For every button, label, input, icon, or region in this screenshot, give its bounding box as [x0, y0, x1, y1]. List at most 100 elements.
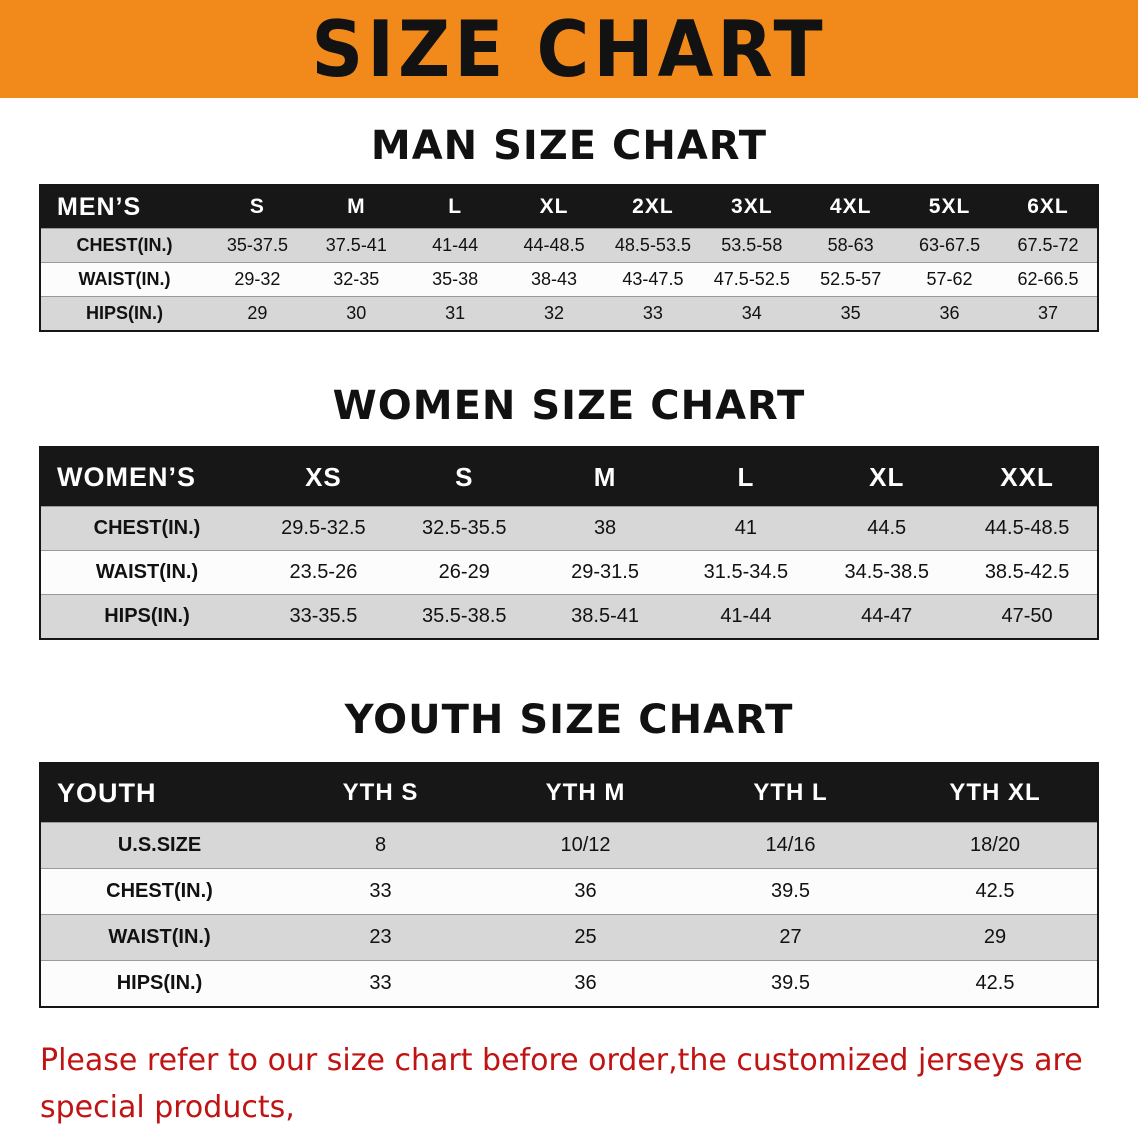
table-row: U.S.SIZE 8 10/12 14/16 18/20: [40, 822, 1098, 869]
size-cell: 47-50: [957, 594, 1098, 639]
column-header: 5XL: [900, 185, 999, 229]
size-cell: 44-47: [816, 594, 958, 639]
size-cell: 29.5-32.5: [253, 506, 394, 551]
column-header: YTH XL: [893, 763, 1098, 823]
column-header: L: [405, 185, 505, 229]
size-cell: 23.5-26: [253, 550, 394, 595]
header-row: YOUTH YTH S YTH M YTH L YTH XL: [40, 763, 1098, 823]
table-row: HIPS(IN.) 33-35.5 35.5-38.5 38.5-41 41-44 44-…: [40, 594, 1098, 639]
table-row: WAIST(IN.) 29-32 32-35 35-38 38-43 43-47.5 47.…: [40, 262, 1098, 297]
size-cell: 32: [504, 296, 604, 331]
footer-disclaimer-line1: Please refer to our size chart before or…: [40, 1043, 1083, 1125]
size-cell: 18/20: [893, 822, 1098, 869]
size-cell: 67.5-72: [999, 228, 1098, 263]
size-cell: 25: [483, 914, 688, 961]
size-cell: 47.5-52.5: [702, 262, 802, 297]
table-row: CHEST(IN.) 35-37.5 37.5-41 41-44 44-48.5 48.5…: [40, 228, 1098, 263]
size-cell: 53.5-58: [702, 228, 802, 263]
size-cell: 38: [534, 506, 676, 551]
size-cell: 36: [483, 868, 688, 915]
table-row: WAIST(IN.) 23.5-26 26-29 29-31.5 31.5-34.5 34…: [40, 550, 1098, 595]
table-row: WAIST(IN.) 23 25 27 29: [40, 914, 1098, 961]
size-cell: 31: [405, 296, 505, 331]
size-cell: 62-66.5: [999, 262, 1098, 297]
column-header: L: [675, 447, 817, 507]
column-header: M: [306, 185, 406, 229]
table-corner-label: WOMEN’S: [40, 447, 253, 507]
table-row: CHEST(IN.) 29.5-32.5 32.5-35.5 38 41 44.5 44.5…: [40, 506, 1098, 551]
row-label: HIPS(IN.): [40, 960, 278, 1007]
row-label: HIPS(IN.): [40, 594, 253, 639]
size-cell: 44.5-48.5: [957, 506, 1098, 551]
size-cell: 39.5: [688, 868, 893, 915]
size-cell: 29: [208, 296, 307, 331]
column-header: YTH S: [278, 763, 483, 823]
man-size-chart-heading: MAN SIZE CHART: [370, 123, 768, 169]
size-cell: 34: [702, 296, 802, 331]
footer-disclaimer: Please refer to our size chart before or…: [40, 1038, 1110, 1132]
size-cell: 63-67.5: [900, 228, 999, 263]
size-cell: 38.5-42.5: [957, 550, 1098, 595]
banner-title: SIZE CHART: [311, 3, 827, 95]
size-cell: 41-44: [405, 228, 505, 263]
column-header: 4XL: [801, 185, 901, 229]
row-label: CHEST(IN.): [40, 506, 253, 551]
size-cell: 32.5-35.5: [393, 506, 535, 551]
column-header: XL: [504, 185, 604, 229]
youth-size-chart-heading: YOUTH SIZE CHART: [344, 697, 794, 743]
table-row: HIPS(IN.) 29 30 31 32 33 34 35 36 37: [40, 296, 1098, 331]
size-cell: 36: [900, 296, 999, 331]
row-label: CHEST(IN.): [40, 228, 208, 263]
column-header: XXL: [957, 447, 1098, 507]
row-label: CHEST(IN.): [40, 868, 278, 915]
size-cell: 33: [278, 868, 483, 915]
size-cell: 52.5-57: [801, 262, 901, 297]
size-cell: 29: [893, 914, 1098, 961]
table-row: CHEST(IN.) 33 36 39.5 42.5: [40, 868, 1098, 915]
size-cell: 38-43: [504, 262, 604, 297]
size-cell: 27: [688, 914, 893, 961]
size-cell: 58-63: [801, 228, 901, 263]
size-cell: 37.5-41: [306, 228, 406, 263]
size-cell: 23: [278, 914, 483, 961]
size-cell: 31.5-34.5: [675, 550, 817, 595]
size-cell: 43-47.5: [603, 262, 703, 297]
size-chart-banner: SIZE CHART: [0, 0, 1138, 98]
size-cell: 37: [999, 296, 1098, 331]
size-cell: 41: [675, 506, 817, 551]
size-cell: 39.5: [688, 960, 893, 1007]
column-header: YTH L: [688, 763, 893, 823]
size-cell: 42.5: [893, 868, 1098, 915]
size-cell: 14/16: [688, 822, 893, 869]
column-header: M: [534, 447, 676, 507]
size-cell: 42.5: [893, 960, 1098, 1007]
column-header: S: [208, 185, 307, 229]
row-label: U.S.SIZE: [40, 822, 278, 869]
column-header: 6XL: [999, 185, 1098, 229]
size-cell: 30: [306, 296, 406, 331]
size-cell: 33-35.5: [253, 594, 394, 639]
size-cell: 32-35: [306, 262, 406, 297]
size-cell: 35: [801, 296, 901, 331]
youth-size-table: YOUTH YTH S YTH M YTH L YTH XL U.S.SIZE 8 10/12…: [39, 762, 1099, 1008]
mens-size-table: MEN’S S M L XL 2XL 3XL 4XL 5XL 6XL CHEST(IN.) 35-37…: [39, 184, 1099, 332]
size-cell: 35-38: [405, 262, 505, 297]
table-corner-label: YOUTH: [40, 763, 278, 823]
header-row: WOMEN’S XS S M L XL XXL: [40, 447, 1098, 507]
size-cell: 38.5-41: [534, 594, 676, 639]
row-label: WAIST(IN.): [40, 550, 253, 595]
table-corner-label: MEN’S: [40, 185, 208, 229]
women-size-chart-heading: WOMEN SIZE CHART: [332, 383, 806, 429]
column-header: XS: [253, 447, 394, 507]
row-label: WAIST(IN.): [40, 262, 208, 297]
size-cell: 44-48.5: [504, 228, 604, 263]
column-header: 3XL: [702, 185, 802, 229]
row-label: WAIST(IN.): [40, 914, 278, 961]
column-header: YTH M: [483, 763, 688, 823]
size-cell: 29-32: [208, 262, 307, 297]
size-cell: 33: [278, 960, 483, 1007]
size-cell: 35.5-38.5: [393, 594, 535, 639]
size-cell: 48.5-53.5: [603, 228, 703, 263]
row-label: HIPS(IN.): [40, 296, 208, 331]
